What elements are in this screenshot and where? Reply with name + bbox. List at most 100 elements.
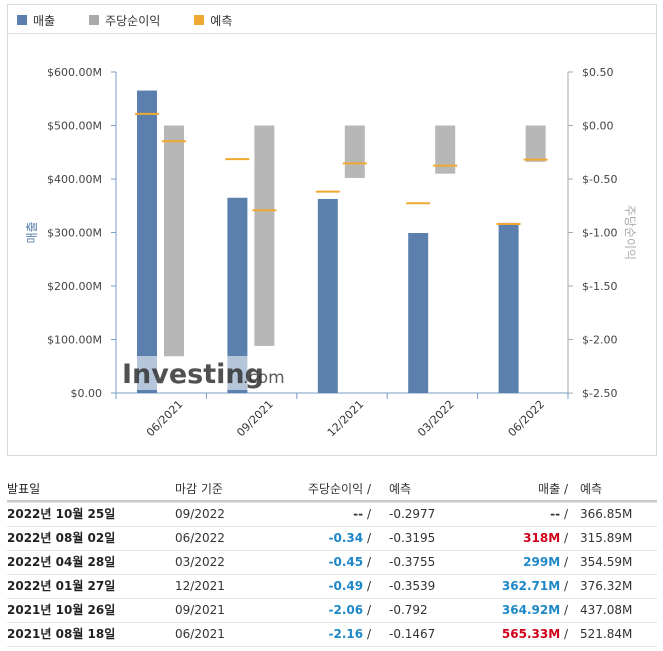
row-eps-value: -0.49 xyxy=(328,579,364,593)
row-eps-forecast: -0.1467 xyxy=(389,627,436,641)
right-tick-label: $0.00 xyxy=(582,120,614,133)
row-revenue-sep: / xyxy=(560,603,568,617)
row-date: 2021년 08월 18일 xyxy=(7,627,116,641)
legend-item-forecast[interactable]: 예측 xyxy=(194,12,232,29)
row-revenue-sep: / xyxy=(560,531,568,545)
row-eps: -0.45 / xyxy=(329,551,371,574)
row-revenue: -- / xyxy=(550,503,568,526)
row-revenue-forecast: 315.89M xyxy=(580,531,633,545)
row-revenue: 565.33M / xyxy=(502,623,568,646)
row-eps-forecast: -0.3195 xyxy=(389,531,436,545)
row-revenue-forecast: 521.84M xyxy=(580,627,633,641)
chart-legend: 매출 주당순이익 예측 xyxy=(17,10,232,30)
legend-label-forecast: 예측 xyxy=(210,13,233,28)
row-revenue-value: 565.33M xyxy=(501,627,561,641)
eps-bar xyxy=(525,125,546,162)
legend-item-eps[interactable]: 주당순이익 xyxy=(89,12,160,29)
row-revenue-sep: / xyxy=(560,627,568,641)
right-tick-label: $0.50 xyxy=(582,66,614,79)
row-eps-forecast: -0.2977 xyxy=(389,507,436,521)
watermark-backdrop xyxy=(121,356,283,390)
table-row: 2022년 08월 02일 06/2022 -0.34 / -0.3195 318M /… xyxy=(7,527,657,551)
row-eps-value: -2.16 xyxy=(328,627,364,641)
row-revenue-sep: / xyxy=(560,555,568,569)
right-tick-label: $-1.00 xyxy=(582,227,617,240)
legend-item-revenue[interactable]: 매출 xyxy=(17,12,55,29)
row-eps-value: -- xyxy=(353,507,364,521)
row-period: 06/2021 xyxy=(175,627,225,641)
row-revenue-sep: / xyxy=(560,579,568,593)
header-eps-sep: / xyxy=(363,482,371,496)
row-eps-value: -0.45 xyxy=(328,555,364,569)
row-eps-sep: / xyxy=(363,627,371,641)
left-axis-title: 매출 xyxy=(25,221,39,243)
left-tick-label: $200.00M xyxy=(47,280,102,293)
left-tick-label: $600.00M xyxy=(47,66,102,79)
row-revenue-value: 362.71M xyxy=(501,579,561,593)
legend-label-revenue: 매출 xyxy=(33,13,56,28)
revenue-bar xyxy=(498,222,519,393)
left-tick-label: $100.00M xyxy=(47,334,102,347)
eps-bar xyxy=(164,125,184,357)
revenue-bar xyxy=(227,197,248,393)
row-revenue-sep: / xyxy=(560,507,568,521)
row-revenue-forecast: 366.85M xyxy=(580,507,633,521)
row-eps: -0.34 / xyxy=(329,527,371,550)
row-revenue: 318M / xyxy=(523,527,568,550)
table-row: 2021년 08월 18일 06/2021 -2.16 / -0.1467 565.33… xyxy=(7,623,657,647)
x-tick-label: 06/2021 xyxy=(144,398,186,440)
row-revenue: 362.71M / xyxy=(502,575,568,598)
row-period: 06/2022 xyxy=(175,531,225,545)
row-eps-forecast: -0.3539 xyxy=(389,579,436,593)
row-revenue-value: 318M xyxy=(523,531,561,545)
eps-bar xyxy=(435,125,456,174)
legend-swatch-revenue xyxy=(17,15,27,25)
header-date[interactable]: 발표일 xyxy=(7,482,41,496)
x-tick-label: 12/2021 xyxy=(325,398,367,440)
left-tick-label: $0.00 xyxy=(71,387,103,400)
revenue-bar xyxy=(408,233,429,393)
row-date: 2022년 01월 27일 xyxy=(7,579,116,593)
eps-bar xyxy=(344,125,365,178)
row-period: 12/2021 xyxy=(175,579,225,593)
row-date: 2021년 10월 26일 xyxy=(7,603,116,617)
header-revenue-label: 매출 xyxy=(538,482,561,496)
row-revenue: 364.92M / xyxy=(502,599,568,622)
row-eps-value: -0.34 xyxy=(328,531,364,545)
table-header: 발표일 마감 기준 주당순이익 / 예측 매출 / 예측 xyxy=(7,478,657,502)
x-tick-label: 06/2022 xyxy=(506,398,548,440)
right-axis-title: 주당순이익 xyxy=(623,205,637,260)
watermark-brand: Investing xyxy=(122,359,264,390)
header-revenue[interactable]: 매출 / xyxy=(538,478,568,501)
table-row: 2022년 04월 28일 03/2022 -0.45 / -0.3755 299M /… xyxy=(7,551,657,575)
earnings-chart: $600.00M $500.00M $400.00M $300.00M $200.00M… xyxy=(25,66,637,440)
row-period: 03/2022 xyxy=(175,555,225,569)
header-revenue-forecast[interactable]: 예측 xyxy=(580,482,603,496)
right-tick-label: $-0.50 xyxy=(582,173,617,186)
row-eps-sep: / xyxy=(363,603,371,617)
legend-label-eps: 주당순이익 xyxy=(105,13,161,28)
row-revenue-value: 299M xyxy=(523,555,561,569)
header-period[interactable]: 마감 기준 xyxy=(175,482,223,496)
header-eps-forecast[interactable]: 예측 xyxy=(389,482,412,496)
header-eps-label: 주당순이익 xyxy=(307,482,364,496)
watermark-suffix: .com xyxy=(243,368,285,388)
row-eps-forecast: -0.792 xyxy=(389,603,428,617)
table-row: 2022년 10월 25일 09/2022 -- / -0.2977 -- / 366.8… xyxy=(7,502,657,527)
left-tick-label: $500.00M xyxy=(47,120,102,133)
row-eps: -2.06 / xyxy=(329,599,371,622)
row-eps-sep: / xyxy=(363,507,371,521)
right-tick-label: $-2.50 xyxy=(582,387,617,400)
row-revenue-forecast: 437.08M xyxy=(580,603,633,617)
row-revenue-value: -- xyxy=(550,507,561,521)
row-eps-sep: / xyxy=(363,531,371,545)
legend-swatch-forecast xyxy=(194,15,205,25)
eps-bar xyxy=(254,125,275,346)
row-period: 09/2022 xyxy=(175,507,225,521)
header-eps[interactable]: 주당순이익 / xyxy=(308,478,371,501)
row-date: 2022년 08월 02일 xyxy=(7,531,116,545)
revenue-bar xyxy=(317,198,338,393)
row-revenue-value: 364.92M xyxy=(501,603,561,617)
earnings-table: 발표일 마감 기준 주당순이익 / 예측 매출 / 예측 2022년 10월 2… xyxy=(7,478,657,647)
revenue-bar xyxy=(137,90,157,393)
